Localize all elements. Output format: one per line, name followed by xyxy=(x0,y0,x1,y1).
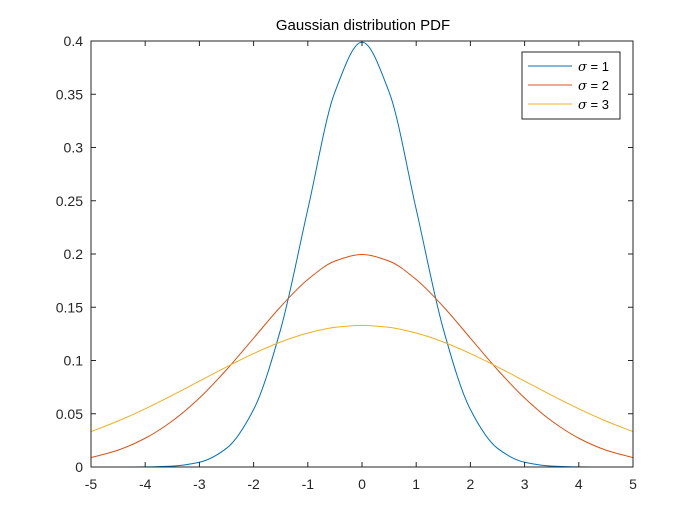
series-line-3 xyxy=(90,324,634,433)
y-tick-label: 0.4 xyxy=(64,33,84,49)
x-tick-label: -4 xyxy=(139,476,152,492)
legend-label-3: σ = 3 xyxy=(578,97,609,113)
legend-label-2: σ = 2 xyxy=(578,78,609,94)
y-tick-label: 0.15 xyxy=(56,299,83,315)
y-tick-label: 0 xyxy=(75,459,83,475)
x-tick-label: 0 xyxy=(358,476,366,492)
x-tick-label: 3 xyxy=(521,476,529,492)
x-tick-label: -1 xyxy=(302,476,315,492)
series-line-2 xyxy=(90,254,634,459)
x-tick-label: 4 xyxy=(575,476,583,492)
y-tick-label: 0.35 xyxy=(56,86,83,102)
y-tick-label: 0.25 xyxy=(56,193,83,209)
y-tick-label: 0.3 xyxy=(64,140,84,156)
y-tick-label: 0.05 xyxy=(56,406,83,422)
x-tick-label: -2 xyxy=(247,476,260,492)
legend-label-1: σ = 1 xyxy=(578,59,609,75)
x-tick-label: 1 xyxy=(412,476,420,492)
legend: σ = 1 σ = 2 σ = 3 xyxy=(521,51,621,120)
chart-title: Gaussian distribution PDF xyxy=(276,17,450,34)
x-tick-label: -5 xyxy=(85,476,98,492)
axes-layer: -5 -4 -3 -2 -1 0 1 2 3 4 5 0 0.05 0.1 0.15 0.2 0.25 0.3 0.… xyxy=(56,33,637,492)
y-tick-label: 0.2 xyxy=(64,246,84,262)
x-tick-label: 5 xyxy=(629,476,637,492)
x-tick-label: 2 xyxy=(467,476,475,492)
x-tick-label: -3 xyxy=(193,476,206,492)
y-tick-label: 0.1 xyxy=(64,353,84,369)
